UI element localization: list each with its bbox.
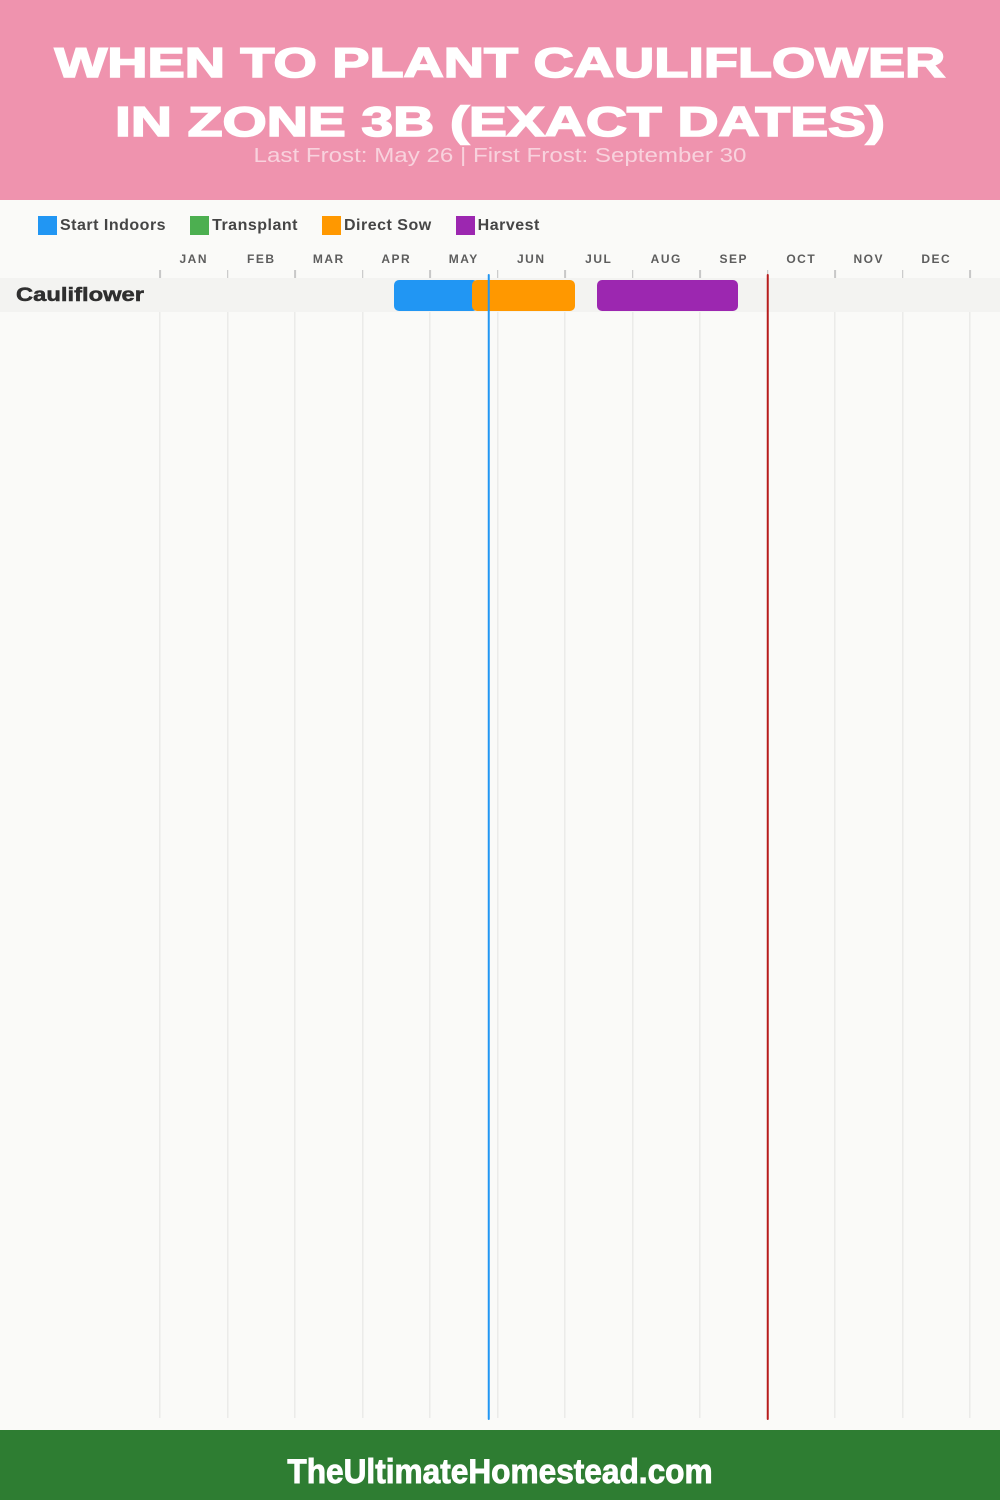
- month-label-jul: JUL: [585, 252, 613, 266]
- month-label-jan: JAN: [179, 252, 209, 266]
- legend-item-start-indoors: Start Indoors: [38, 216, 166, 235]
- legend-item-harvest: Harvest: [455, 216, 540, 235]
- month-tick: [901, 270, 904, 278]
- month-gridline: [159, 270, 161, 1418]
- month-gridline: [294, 270, 296, 1418]
- month-tick: [699, 270, 701, 278]
- month-gridline: [564, 270, 566, 1418]
- month-tick: [969, 270, 971, 278]
- month-tick: [361, 270, 364, 278]
- legend-swatch-icon: [190, 216, 210, 235]
- month-gridline: [901, 270, 904, 1418]
- legend-swatch-icon: [321, 216, 341, 235]
- legend-label: Transplant: [212, 216, 298, 234]
- month-label-feb: FEB: [247, 252, 276, 266]
- month-label-sep: SEP: [719, 252, 749, 266]
- month-tick: [834, 270, 836, 278]
- footer: TheUltimateHomestead.com: [0, 1430, 1000, 1500]
- legend-label: Harvest: [477, 216, 540, 234]
- bar-start-indoors: [393, 280, 478, 311]
- title-line-1: WHEN TO PLANT CAULIFLOWER: [54, 38, 947, 87]
- month-gridline: [834, 270, 836, 1418]
- legend: Start Indoors Transplant Direct Sow Harvest: [38, 216, 564, 235]
- month-label-nov: NOV: [853, 252, 885, 266]
- month-label-jun: JUN: [516, 252, 546, 266]
- header-banner: WHEN TO PLANT CAULIFLOWER IN ZONE 3B (EX…: [0, 0, 1000, 200]
- month-label-oct: OCT: [786, 252, 817, 266]
- month-label-apr: APR: [381, 252, 412, 266]
- month-tick: [496, 270, 499, 278]
- month-label-aug: AUG: [650, 252, 682, 266]
- month-tick: [631, 270, 634, 278]
- month-tick: [766, 270, 769, 278]
- month-tick: [564, 270, 566, 278]
- month-gridline: [699, 270, 701, 1418]
- crop-row-label: Cauliflower: [16, 285, 145, 306]
- last-frost-line: [487, 274, 490, 1420]
- month-label-dec: DEC: [921, 252, 952, 266]
- legend-item-transplant: Transplant: [190, 216, 298, 235]
- legend-label: Start Indoors: [60, 216, 167, 234]
- month-gridline: [969, 270, 971, 1418]
- title-line-2: IN ZONE 3B (EXACT DATES): [114, 97, 886, 146]
- legend-label: Direct Sow: [343, 216, 432, 234]
- first-frost-line: [766, 274, 770, 1420]
- month-gridline: [631, 270, 634, 1418]
- month-gridline: [361, 270, 364, 1418]
- frost-dates-subtitle: Last Frost: May 26 | First Frost: Septem…: [253, 144, 747, 167]
- legend-swatch-icon: [38, 216, 57, 235]
- page-title: WHEN TO PLANT CAULIFLOWER IN ZONE 3B (EX…: [0, 33, 1000, 151]
- bar-harvest: [596, 280, 739, 311]
- month-tick: [159, 270, 161, 278]
- month-gridline: [429, 270, 431, 1418]
- legend-swatch-icon: [455, 216, 475, 235]
- month-label-may: MAY: [448, 252, 479, 266]
- month-label-mar: MAR: [312, 252, 345, 266]
- month-tick: [429, 270, 431, 278]
- month-gridline: [496, 270, 499, 1418]
- month-tick: [226, 270, 229, 278]
- month-gridline: [226, 270, 229, 1418]
- legend-item-direct-sow: Direct Sow: [321, 216, 432, 235]
- month-tick: [294, 270, 296, 278]
- website-name: TheUltimateHomestead.com: [287, 1452, 713, 1491]
